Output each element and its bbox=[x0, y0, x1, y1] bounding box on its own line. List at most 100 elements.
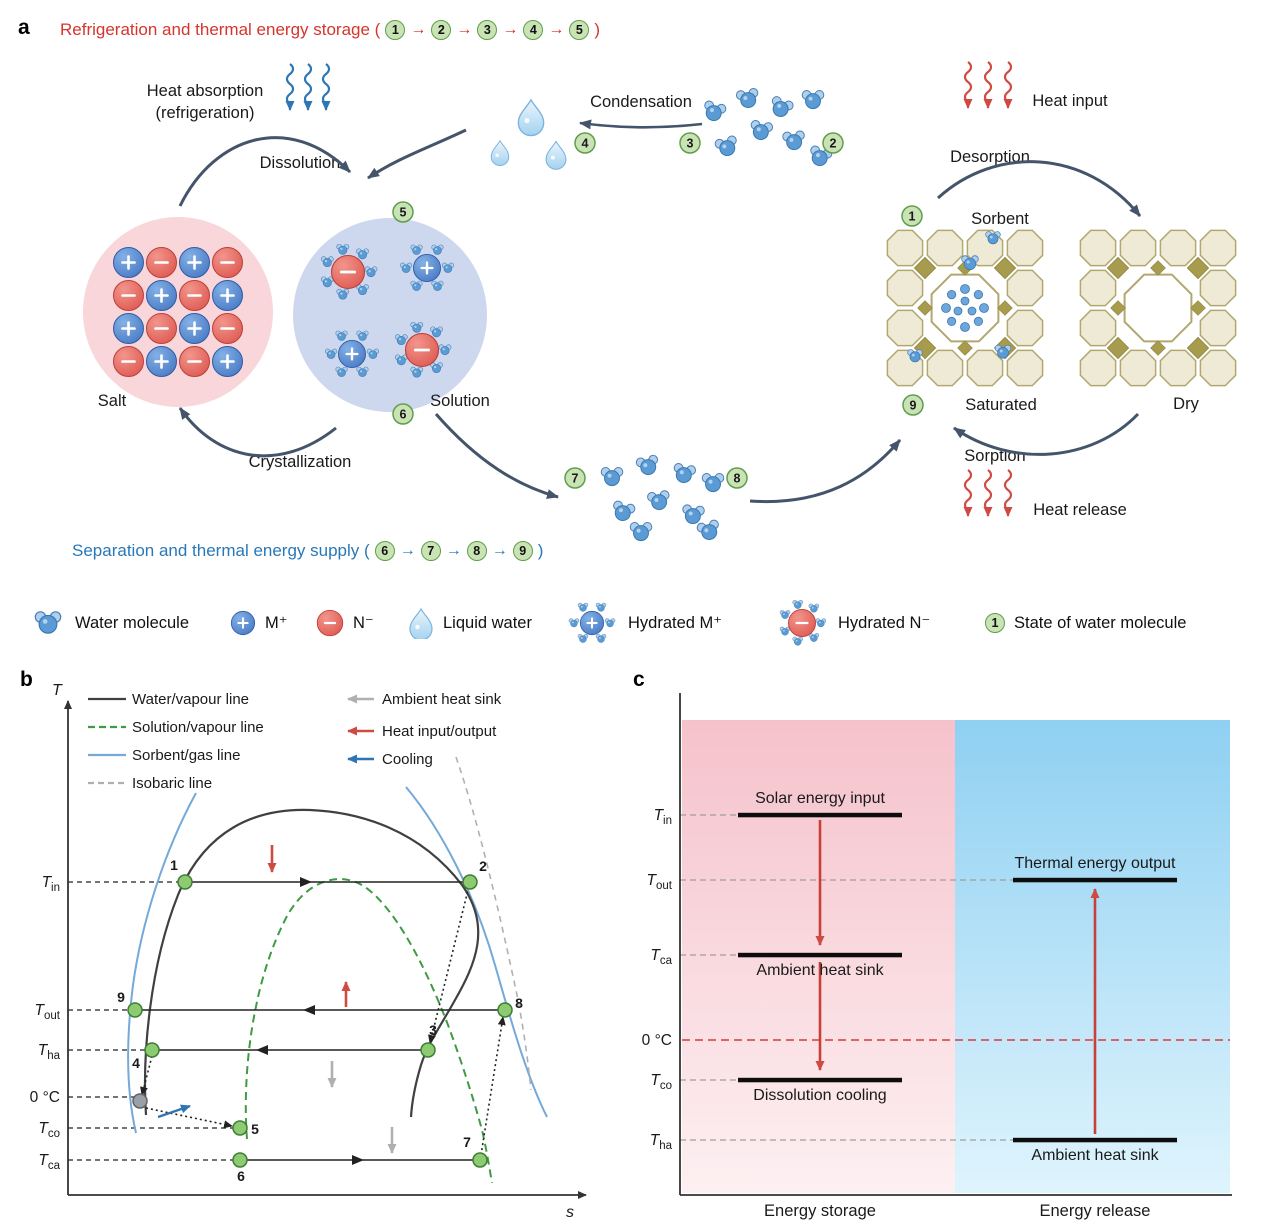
ion-m-plus bbox=[178, 312, 211, 345]
legend-item-n-minus: N⁻ bbox=[316, 596, 374, 650]
energy-release-label: Energy release bbox=[1040, 1202, 1151, 1220]
legend-label: Water molecule bbox=[75, 613, 190, 632]
cooling-arrow bbox=[157, 1104, 191, 1119]
liquid-water-droplets bbox=[490, 99, 567, 170]
bar-solar-input bbox=[738, 812, 902, 818]
vapour-to-sorbent-arrow bbox=[749, 439, 902, 504]
legend-label: Hydrated M⁺ bbox=[628, 614, 722, 632]
energy-storage-label: Energy storage bbox=[764, 1202, 876, 1220]
ion-m-plus bbox=[112, 312, 145, 345]
svg-text:Tco: Tco bbox=[650, 1072, 672, 1092]
point-9 bbox=[127, 1002, 143, 1018]
ion-n-minus bbox=[211, 312, 244, 345]
dissolution-label: Dissolution bbox=[260, 154, 341, 172]
svg-text:1: 1 bbox=[909, 210, 916, 224]
legend-label: Liquid water bbox=[443, 613, 532, 632]
state-badge-8: 8 bbox=[466, 541, 487, 561]
ambient-sink-right-label: Ambient heat sink bbox=[1031, 1147, 1159, 1164]
dry-label: Dry bbox=[1173, 395, 1199, 413]
sorbent-saturated-structure bbox=[887, 230, 1042, 385]
heat-wave-icon bbox=[321, 62, 331, 112]
arrow-right-icon: → bbox=[502, 21, 519, 38]
supply-title-text: Separation and thermal energy supply ( bbox=[72, 541, 370, 560]
svg-text:5: 5 bbox=[400, 206, 407, 220]
svg-text:3: 3 bbox=[687, 137, 694, 151]
bar-ambient-sink-left bbox=[738, 952, 902, 958]
arrow-right-icon: → bbox=[399, 542, 416, 559]
legend-label: Hydrated N⁻ bbox=[838, 614, 931, 632]
svg-text:Tha: Tha bbox=[650, 1132, 673, 1152]
region-energy-release bbox=[955, 720, 1230, 1193]
legend-item-state: 1 State of water molecule bbox=[985, 596, 1186, 650]
vapour-cluster-bottom bbox=[600, 453, 725, 543]
desorption-label: Desorption bbox=[950, 148, 1030, 166]
ion-n-minus bbox=[211, 246, 244, 279]
legend-item-water-molecule: Water molecule bbox=[30, 596, 189, 650]
dissolution-arrow-from-water bbox=[367, 128, 467, 180]
heat-input-arrows bbox=[963, 60, 1013, 110]
heat-absorption-arrows bbox=[285, 62, 331, 112]
legend-label: Water/vapour line bbox=[132, 691, 249, 708]
svg-text:7: 7 bbox=[463, 1134, 471, 1150]
state-points bbox=[127, 874, 513, 1168]
svg-text:8: 8 bbox=[515, 995, 523, 1011]
ion-n-minus bbox=[178, 279, 211, 312]
panel-b-ts-diagram: 1 2 3 4 5 6 7 8 9 Tin Tout Tha 0 °C Tco … bbox=[30, 682, 587, 1221]
ion-n-minus bbox=[112, 345, 145, 378]
y-axis-label: T bbox=[52, 682, 63, 699]
heat-release-arrows bbox=[963, 468, 1013, 518]
state-badge-5: 5 bbox=[392, 201, 414, 223]
arrow-right-icon: → bbox=[445, 542, 462, 559]
bar-thermal-output bbox=[1013, 877, 1177, 883]
n-minus-icon bbox=[316, 609, 344, 637]
heat-wave-icon bbox=[1003, 468, 1013, 518]
legend-label: Cooling bbox=[382, 751, 433, 768]
ion-n-minus bbox=[178, 345, 211, 378]
svg-text:Tca: Tca bbox=[650, 947, 672, 967]
heat-absorption-label-line2: (refrigeration) bbox=[155, 104, 254, 122]
heat-wave-icon bbox=[983, 468, 993, 518]
panel-b-letter: b bbox=[20, 668, 33, 691]
legend-label: N⁻ bbox=[353, 614, 374, 632]
legend-label: State of water molecule bbox=[1014, 613, 1187, 632]
m-plus-icon bbox=[230, 610, 256, 636]
legend-label: Isobaric line bbox=[132, 775, 212, 792]
sorbent-gas-curve-left bbox=[127, 792, 197, 1134]
legend-label: Solution/vapour line bbox=[132, 719, 264, 736]
svg-text:Tout: Tout bbox=[35, 1002, 61, 1022]
svg-text:Tin: Tin bbox=[654, 807, 672, 827]
svg-text:6: 6 bbox=[400, 408, 407, 422]
ion-m-plus bbox=[145, 345, 178, 378]
arrow-right-icon: → bbox=[456, 21, 473, 38]
arrow-right-icon: → bbox=[491, 542, 508, 559]
legend-label: Heat input/output bbox=[382, 723, 497, 740]
panel-a-letter: a bbox=[18, 16, 30, 39]
process-lines bbox=[135, 881, 505, 1161]
process-arrowhead-left bbox=[256, 1045, 268, 1055]
point-7 bbox=[472, 1152, 488, 1168]
process-arrowhead-left bbox=[303, 1005, 315, 1015]
sorption-label: Sorption bbox=[964, 447, 1025, 465]
solar-input-label: Solar energy input bbox=[755, 790, 885, 807]
state-badge-9: 9 bbox=[902, 394, 924, 416]
point-3 bbox=[420, 1042, 436, 1058]
ion-m-plus bbox=[145, 279, 178, 312]
storage-title-close: ) bbox=[594, 20, 601, 39]
water-droplet-icon bbox=[409, 608, 433, 639]
svg-text:0 °C: 0 °C bbox=[30, 1089, 60, 1106]
state-badge-3: 3 bbox=[679, 132, 701, 154]
point-5 bbox=[232, 1120, 248, 1136]
ion-m-plus bbox=[178, 246, 211, 279]
dissolution-arrow-from-salt bbox=[178, 136, 352, 207]
point-4 bbox=[144, 1042, 160, 1058]
temp-guide-lines bbox=[680, 814, 1013, 1141]
state-badge-5: 5 bbox=[569, 20, 590, 40]
point-6 bbox=[232, 1152, 248, 1168]
legend-label: Ambient heat sink bbox=[382, 691, 502, 708]
panel-c-letter: c bbox=[633, 668, 645, 691]
crystallization-label: Crystallization bbox=[249, 453, 352, 471]
solution-circle bbox=[293, 218, 487, 412]
point-1 bbox=[177, 874, 193, 890]
svg-text:Tin: Tin bbox=[42, 874, 60, 894]
state-badge-icon: 1 bbox=[985, 613, 1005, 633]
